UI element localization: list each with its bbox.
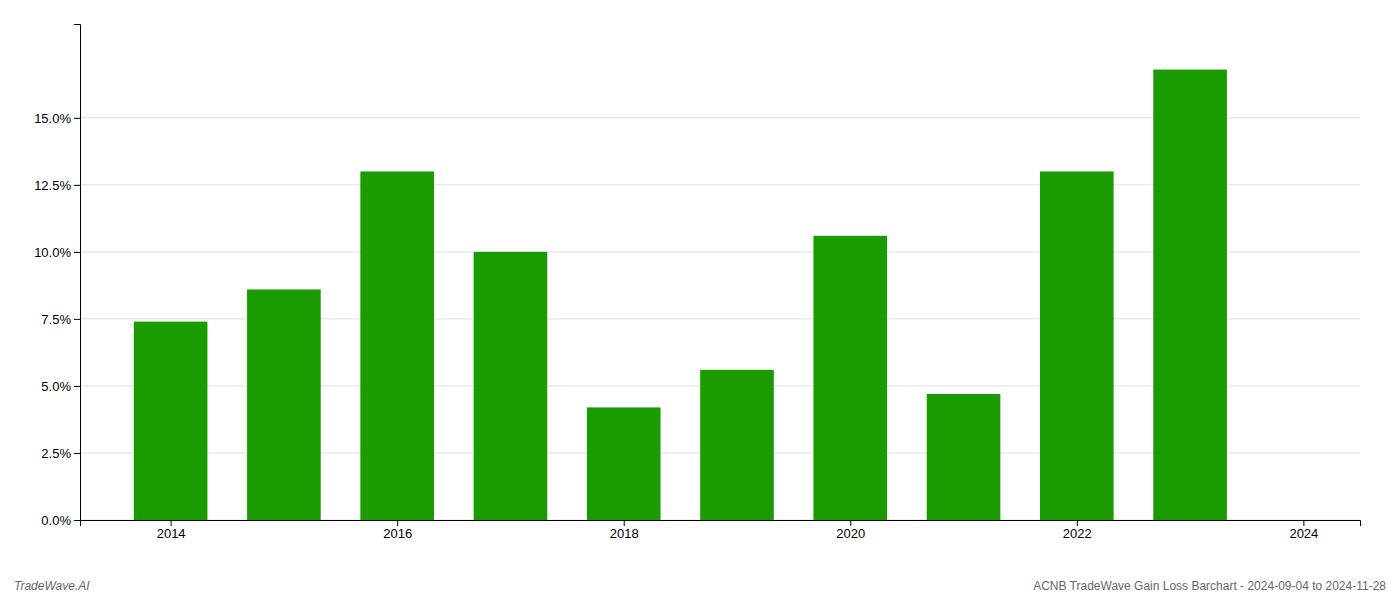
x-tick: 2024 xyxy=(1289,520,1318,541)
x-axis-line xyxy=(81,521,1361,527)
bar xyxy=(587,407,661,520)
x-tick-mark xyxy=(1303,520,1304,526)
y-tick-mark xyxy=(74,453,80,454)
x-tick: 2014 xyxy=(157,520,186,541)
bar xyxy=(474,252,548,520)
y-tick-label: 15.0% xyxy=(34,110,71,125)
x-tick-mark xyxy=(397,520,398,526)
x-tick-label: 2014 xyxy=(157,526,186,541)
x-tick-label: 2024 xyxy=(1289,526,1318,541)
x-tick-mark xyxy=(171,520,172,526)
y-tick-mark xyxy=(74,386,80,387)
y-tick: 15.0% xyxy=(34,110,80,125)
y-tick: 7.5% xyxy=(41,312,80,327)
bar xyxy=(927,394,1001,520)
y-tick-label: 2.5% xyxy=(41,446,71,461)
bar xyxy=(700,370,774,520)
x-tick: 2022 xyxy=(1063,520,1092,541)
bar xyxy=(1153,70,1227,520)
x-tick-mark xyxy=(1077,520,1078,526)
chart: 2014 2016 2018 2020 2022 2024 0.0% 2.5% 5.0% 7.5%… xyxy=(0,0,1400,600)
plot-area: 2014 2016 2018 2020 2022 2024 0.0% 2.5% 5.0% 7.5%… xyxy=(34,25,1360,542)
y-tick-label: 5.0% xyxy=(41,379,71,394)
footer-right: ACNB TradeWave Gain Loss Barchart - 2024… xyxy=(1033,579,1386,593)
bar xyxy=(134,322,208,520)
y-tick-mark xyxy=(74,252,80,253)
x-tick-mark xyxy=(624,520,625,526)
y-tick-label: 7.5% xyxy=(41,312,71,327)
y-tick: 12.5% xyxy=(34,178,80,193)
x-tick-label: 2016 xyxy=(383,526,412,541)
bar xyxy=(813,236,887,520)
y-tick-label: 12.5% xyxy=(34,178,71,193)
y-tick: 5.0% xyxy=(41,379,80,394)
y-axis-line xyxy=(74,25,81,521)
y-tick-mark xyxy=(74,520,80,521)
y-tick: 10.0% xyxy=(34,245,80,260)
y-tick: 2.5% xyxy=(41,446,80,461)
x-tick: 2016 xyxy=(383,520,412,541)
x-tick-label: 2022 xyxy=(1063,526,1092,541)
y-axis: 0.0% 2.5% 5.0% 7.5% 10.0% 12.5% 15.0% xyxy=(34,25,80,528)
y-tick-mark xyxy=(74,319,80,320)
y-tick-mark xyxy=(74,185,80,186)
bars xyxy=(134,70,1227,520)
x-tick-label: 2020 xyxy=(836,526,865,541)
x-axis: 2014 2016 2018 2020 2022 2024 xyxy=(81,520,1361,541)
footer-left: TradeWave.AI xyxy=(14,579,90,593)
y-tick: 0.0% xyxy=(41,513,80,528)
bar xyxy=(247,289,321,520)
x-tick: 2018 xyxy=(610,520,639,541)
x-tick-mark xyxy=(850,520,851,526)
bar xyxy=(1040,171,1114,520)
footer: TradeWave.AI ACNB TradeWave Gain Loss Bar… xyxy=(14,579,1386,593)
y-tick-label: 10.0% xyxy=(34,245,71,260)
y-tick-mark xyxy=(74,118,80,119)
x-tick-label: 2018 xyxy=(610,526,639,541)
y-tick-label: 0.0% xyxy=(41,513,71,528)
x-tick: 2020 xyxy=(836,520,865,541)
bar xyxy=(360,171,434,520)
